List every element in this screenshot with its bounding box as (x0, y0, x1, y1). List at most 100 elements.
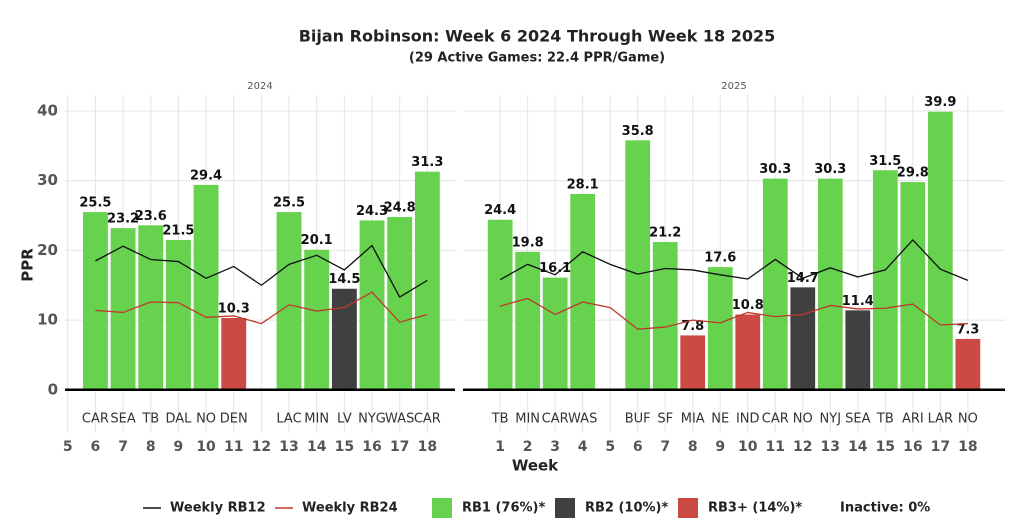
opponent-label: DAL (165, 412, 192, 427)
bar (304, 249, 330, 390)
x-tick-label: 9 (174, 439, 184, 455)
bar (652, 242, 678, 390)
opponent-label: ARI (902, 412, 924, 427)
opponent-label: MIN (515, 412, 540, 427)
opponent-label: MIN (304, 412, 329, 427)
x-tick-label: 15 (876, 439, 895, 455)
line-series (95, 291, 428, 325)
opponent-label: NE (711, 412, 729, 427)
line-series (95, 244, 428, 299)
bar (570, 193, 596, 390)
x-tick-label: 4 (578, 439, 588, 455)
x-tick-label: 6 (633, 439, 643, 455)
opponent-label: LAC (276, 412, 301, 427)
x-tick-label: 11 (224, 439, 243, 455)
value-label: 25.5 (273, 196, 305, 211)
legend-label: Inactive: 0% (840, 501, 930, 516)
opponent-label: SEA (845, 412, 870, 427)
facet-label: 2024 (247, 81, 272, 92)
chart-title: Bijan Robinson: Week 6 2024 Through Week… (299, 27, 776, 46)
x-tick-label: 7 (118, 439, 128, 455)
bar (872, 170, 898, 390)
x-tick-label: 8 (688, 439, 698, 455)
opponent-label: TB (876, 412, 894, 427)
value-label: 17.6 (704, 251, 736, 266)
facet-label: 2025 (721, 81, 746, 92)
value-label: 21.2 (649, 226, 681, 241)
value-label: 31.3 (411, 155, 443, 170)
value-label: 16.1 (539, 261, 571, 276)
legend-label: RB2 (10%)* (585, 501, 668, 516)
legend-label: Weekly RB12 (170, 501, 266, 516)
value-label: 24.4 (484, 203, 516, 218)
x-tick-label: 9 (715, 439, 725, 455)
x-tick-label: 3 (550, 439, 560, 455)
x-tick-label: 12 (252, 439, 271, 455)
bar (165, 239, 191, 390)
opponent-label: TB (491, 412, 509, 427)
bar (735, 314, 761, 390)
value-label: 23.6 (135, 209, 167, 224)
bar (955, 338, 981, 390)
bar (790, 287, 816, 390)
x-tick-label: 13 (279, 439, 298, 455)
opponent-label: NYJ (820, 412, 842, 427)
bar (515, 251, 541, 390)
bar (900, 182, 926, 390)
x-tick-label: 11 (766, 439, 785, 455)
bar (331, 288, 357, 390)
x-tick-label: 8 (146, 439, 156, 455)
opponent-label: CAR (414, 412, 441, 427)
value-label: 31.5 (869, 154, 901, 169)
x-tick-label: 5 (605, 439, 615, 455)
bar (138, 225, 164, 390)
value-label: 21.5 (162, 223, 194, 238)
opponent-label: CAR (542, 412, 569, 427)
chart-subtitle: (29 Active Games: 22.4 PPR/Game) (409, 51, 665, 66)
value-label: 28.1 (567, 177, 599, 192)
line-series (499, 297, 968, 330)
opponent-label: CAR (82, 412, 109, 427)
value-label: 19.8 (512, 235, 544, 250)
bar (359, 220, 385, 390)
x-tick-label: 14 (848, 439, 868, 455)
legend-label: Weekly RB24 (302, 501, 398, 516)
opponent-label: SF (657, 412, 673, 427)
value-label: 24.3 (356, 204, 388, 219)
x-tick-label: 13 (821, 439, 840, 455)
y-axis-label: PPR (19, 248, 37, 282)
opponent-label: IND (736, 412, 760, 427)
x-tick-label: 1 (495, 439, 505, 455)
line-series (499, 239, 969, 281)
x-tick-label: 17 (931, 439, 950, 455)
x-tick-label: 18 (958, 439, 977, 455)
opponent-label: NO (793, 412, 813, 427)
legend-swatch (555, 498, 575, 518)
x-tick-label: 10 (738, 439, 758, 455)
value-label: 20.1 (301, 233, 333, 248)
x-axis-label: Week (512, 457, 559, 475)
opponent-label: TB (141, 412, 159, 427)
legend-swatch (678, 498, 698, 518)
legend-label: RB3+ (14%)* (708, 501, 802, 516)
value-label: 7.8 (681, 319, 704, 334)
value-label: 30.3 (814, 162, 846, 177)
value-label: 10.8 (732, 298, 764, 313)
bar (762, 178, 788, 390)
opponent-label: MIA (681, 412, 705, 427)
bar (845, 310, 871, 390)
y-tick-label: 30 (37, 171, 58, 189)
legend-swatch (432, 498, 452, 518)
bar (193, 184, 219, 390)
bar (276, 212, 302, 390)
x-tick-label: 17 (390, 439, 409, 455)
opponent-label: NO (196, 412, 216, 427)
value-label: 39.9 (924, 95, 956, 110)
opponent-label: NYG (358, 412, 386, 427)
value-label: 14.5 (328, 272, 360, 287)
x-tick-label: 15 (335, 439, 354, 455)
value-label: 25.5 (79, 196, 111, 211)
y-tick-label: 10 (37, 311, 58, 329)
legend-label: RB1 (76%)* (462, 501, 545, 516)
